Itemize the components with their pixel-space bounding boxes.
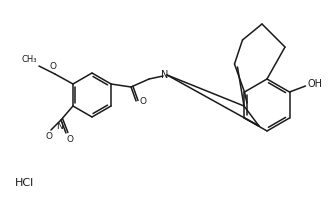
Text: N: N <box>161 70 169 80</box>
Text: HCl: HCl <box>15 178 34 188</box>
Text: O: O <box>139 98 146 106</box>
Text: OH: OH <box>308 79 323 89</box>
Text: N: N <box>56 122 63 131</box>
Text: O: O <box>45 132 52 141</box>
Text: O: O <box>49 62 56 71</box>
Text: CH₃: CH₃ <box>21 55 37 64</box>
Text: O: O <box>67 135 74 144</box>
